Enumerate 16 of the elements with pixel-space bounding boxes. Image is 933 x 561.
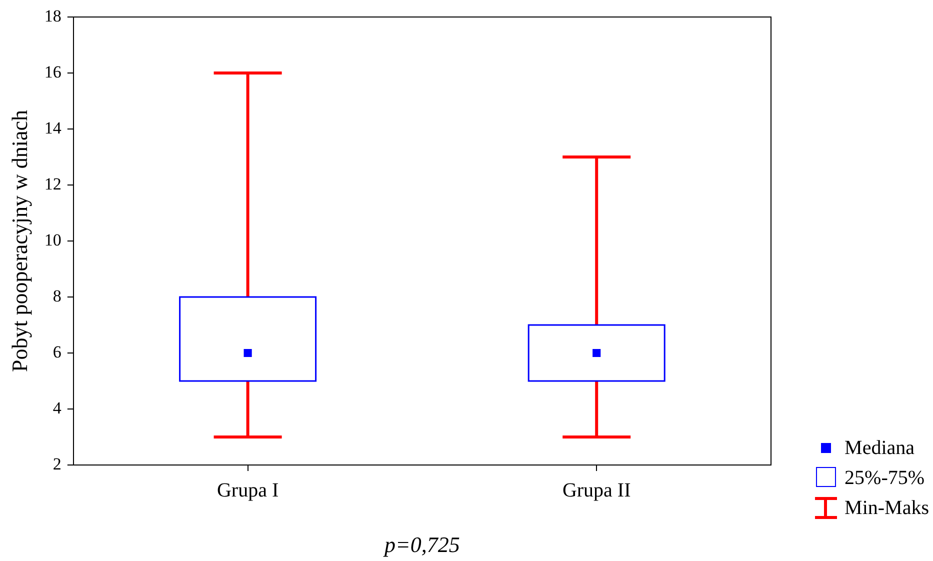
x-tick-label: Grupa I (216, 479, 279, 502)
text: Min-Maks (844, 496, 929, 520)
text: p=0,725 (382, 532, 460, 557)
y-axis-title: Pobyt pooperacyjny w dniach (6, 110, 32, 372)
text: Mediana (844, 436, 915, 460)
y-tick-label: 16 (44, 62, 62, 82)
y-tick-label: 12 (44, 174, 62, 194)
x-tick-label: Grupa II (562, 479, 631, 502)
y-tick-label: 4 (52, 398, 62, 418)
y-tick-label: 18 (44, 6, 62, 26)
y-tick-label: 2 (52, 454, 62, 474)
y-tick-label: 14 (44, 118, 62, 138)
text: 25%-75% (844, 466, 925, 490)
y-tick-label: 6 (52, 342, 62, 362)
y-tick-label: 8 (52, 286, 62, 306)
y-tick-label: 10 (44, 230, 62, 250)
